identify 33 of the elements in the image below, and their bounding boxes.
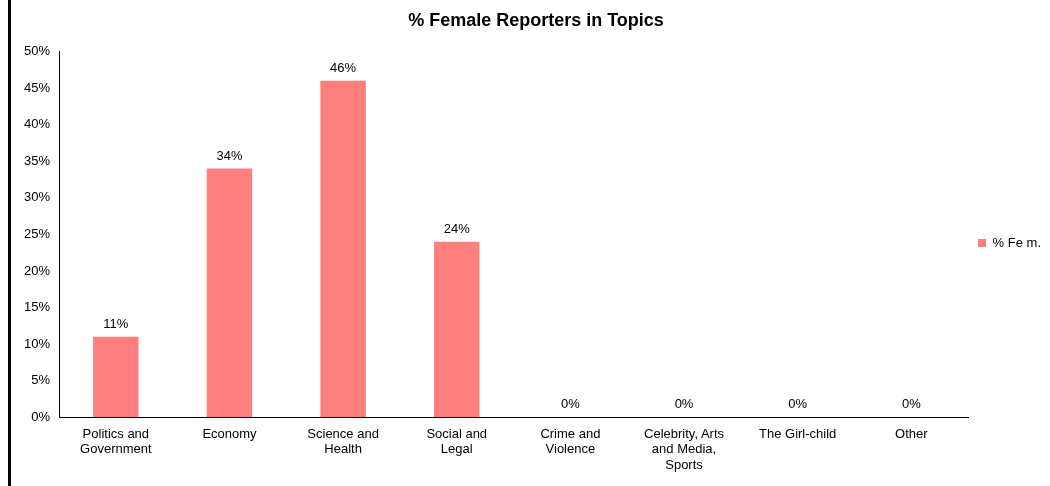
- y-tick-label: 50%: [23, 43, 51, 59]
- data-label: 0%: [560, 396, 581, 412]
- x-tick-label: Celebrity, Arts and Media, Sports: [644, 425, 725, 472]
- data-label: 0%: [901, 396, 922, 412]
- data-label: 34%: [216, 147, 243, 163]
- data-label: 0%: [788, 396, 808, 412]
- y-tick-label: 35%: [23, 152, 51, 168]
- y-tick-label: 40%: [23, 116, 51, 132]
- data-label: 11%: [103, 315, 129, 331]
- x-tick-label: Crime and Violence: [540, 425, 601, 457]
- y-tick-label: 30%: [23, 189, 51, 205]
- x-tick-label: Economy: [202, 425, 258, 441]
- legend-label: % Fe m.: [992, 234, 1042, 250]
- x-tick-label: Politics and Government: [80, 425, 152, 457]
- y-tick-label: 10%: [23, 335, 51, 351]
- data-label: 0%: [674, 396, 694, 412]
- x-tick-label: Science and Health: [307, 425, 379, 457]
- y-tick-label: 0%: [31, 408, 51, 424]
- y-tick-label: 5%: [31, 372, 51, 388]
- bar: [206, 168, 253, 418]
- bar: [320, 80, 366, 418]
- y-tick-label: 45%: [23, 79, 51, 95]
- bar: [93, 336, 139, 418]
- chart-title: % Female Reporters in Topics: [408, 9, 664, 30]
- bar: [434, 241, 480, 418]
- data-label: 24%: [443, 220, 471, 236]
- data-label: 46%: [330, 59, 357, 75]
- x-tick-label: Social and Legal: [426, 425, 488, 457]
- y-tick-label: 25%: [23, 225, 51, 241]
- y-tick-label: 15%: [23, 299, 51, 315]
- y-tick-label: 20%: [23, 262, 51, 278]
- x-tick-label: Other: [895, 425, 929, 441]
- x-tick-label: The Girl-child: [759, 425, 837, 441]
